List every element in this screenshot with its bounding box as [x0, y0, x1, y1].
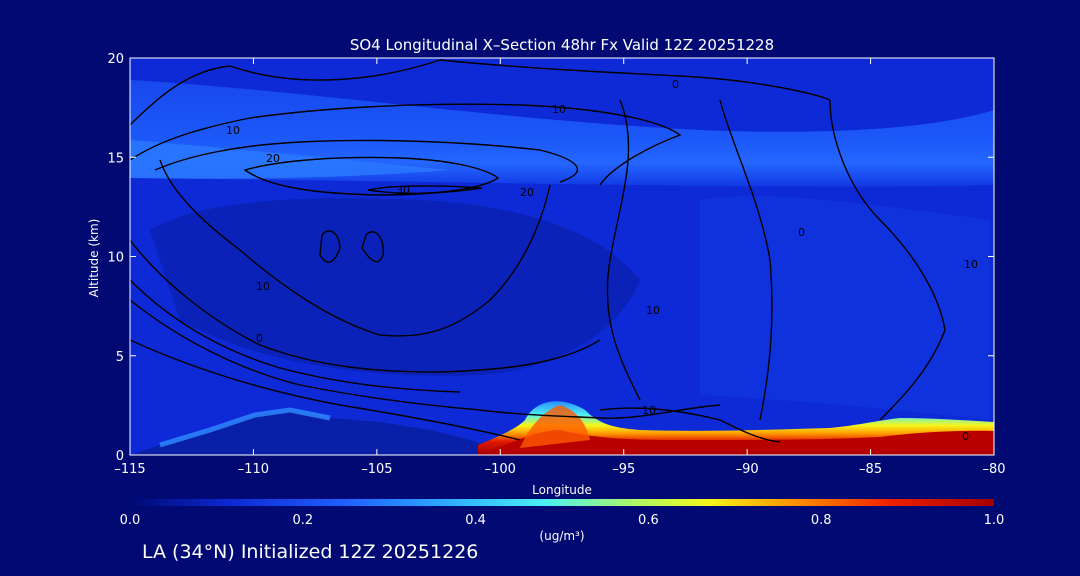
x-tick-label: –95 — [612, 462, 635, 477]
contour-label: 0 — [672, 78, 679, 91]
colorbar-units: (ug/m³) — [539, 529, 584, 543]
y-axis-label: Altitude (km) — [87, 219, 101, 298]
contour-label: 30 — [396, 184, 410, 197]
x-tick-label: –80 — [982, 462, 1005, 477]
terrain — [130, 410, 510, 455]
footer-initialized: LA (34°N) Initialized 12Z 20251226 — [142, 541, 479, 563]
colorbar-ticks: 0.0 0.2 0.4 0.6 0.8 1.0 — [120, 513, 1005, 528]
contour-label: 10 — [552, 103, 566, 116]
contour-label: 0 — [256, 332, 263, 345]
contour-lines — [130, 59, 946, 443]
contour-10-top — [130, 103, 682, 186]
chart-title: SO4 Longitudinal X–Section 48hr Fx Valid… — [350, 36, 774, 54]
x-tick-label: –90 — [736, 462, 759, 477]
contour-10-lower-b — [130, 299, 721, 419]
contour-0-lower — [130, 339, 521, 441]
contour-10-mid — [606, 99, 641, 401]
filled-contours — [130, 58, 994, 455]
contour-label: 10 — [964, 258, 978, 271]
colorbar-tick-label: 0.6 — [638, 513, 659, 528]
colorbar — [130, 499, 994, 506]
y-tick-label: 5 — [116, 350, 124, 365]
contour-20-outer — [154, 139, 579, 183]
contour-label: 20 — [520, 186, 534, 199]
y-tick-label: 10 — [107, 251, 124, 266]
y-tick-label: 15 — [107, 151, 124, 166]
contour-label: 10 — [646, 304, 660, 317]
x-ticks: –115 –110 –105 –100 –95 –90 –85 –80 — [114, 58, 1006, 477]
x-tick-label: –105 — [361, 462, 392, 477]
surface-plume-core — [490, 430, 994, 452]
field-mid-core — [150, 198, 640, 376]
terrain-edge — [159, 407, 331, 448]
contour-30-lower — [159, 159, 551, 337]
contour-10-east — [719, 99, 773, 421]
contour-0-a — [130, 59, 441, 126]
field-east-mid — [700, 196, 990, 420]
plume-peak — [520, 405, 590, 448]
contour-label: 0 — [962, 430, 969, 443]
contour-30 — [367, 185, 483, 194]
contour-10-far-east — [829, 99, 946, 421]
colorbar-tick-label: 0.4 — [465, 513, 486, 528]
y-ticks: 0 5 10 15 20 — [107, 52, 994, 464]
x-axis-label: Longitude — [532, 483, 592, 497]
contour-label: 10 — [226, 124, 240, 137]
colorbar-tick-label: 1.0 — [984, 513, 1005, 528]
contour-near-surface — [599, 407, 781, 443]
contour-10-lower-a — [130, 279, 461, 393]
x-tick-label: –110 — [238, 462, 269, 477]
contour-20-lower — [130, 239, 601, 373]
y-tick-label: 0 — [116, 449, 124, 464]
contour-0-b — [439, 59, 831, 101]
x-tick-label: –115 — [114, 462, 145, 477]
colorbar-tick-label: 0.8 — [811, 513, 832, 528]
contour-label: 20 — [266, 152, 280, 165]
contour-closed-west — [319, 230, 341, 263]
y-tick-label: 20 — [107, 52, 124, 67]
colorbar-tick-label: 0.0 — [120, 513, 141, 528]
contour-20-inner — [243, 156, 500, 196]
colorbar-tick-label: 0.2 — [292, 513, 313, 528]
field-upper-west — [130, 140, 450, 179]
contour-label: 10 — [642, 404, 656, 417]
contour-label: 0 — [798, 226, 805, 239]
contour-label: 10 — [256, 280, 270, 293]
contour-closed-east — [361, 231, 384, 263]
x-tick-label: –100 — [485, 462, 516, 477]
contour-labels: 0 10 10 20 20 30 10 0 10 10 10 0 0 — [226, 78, 978, 443]
x-tick-label: –85 — [859, 462, 882, 477]
